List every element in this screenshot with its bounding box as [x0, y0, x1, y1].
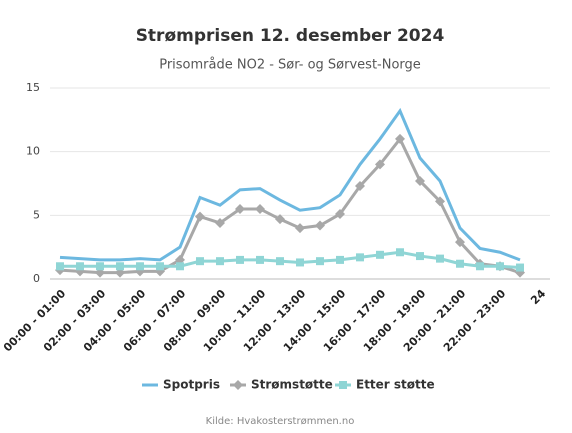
point: [435, 196, 445, 207]
point: [335, 209, 345, 220]
series-line: [59, 107, 521, 262]
point: [315, 220, 325, 231]
point: [215, 217, 225, 228]
point: [255, 203, 265, 214]
point: [415, 175, 425, 186]
legend-marker: [233, 380, 243, 390]
point: [316, 257, 324, 266]
point: [336, 255, 344, 264]
legend-label: Spotpris: [163, 378, 220, 392]
point: [396, 248, 404, 257]
x-tick-label: 24: [528, 287, 548, 307]
point: [236, 255, 244, 264]
point: [96, 262, 104, 271]
point: [416, 252, 424, 261]
chart-title: Strømprisen 12. desember 2024: [136, 26, 445, 46]
y-tick-label: 5: [33, 208, 40, 221]
y-tick-label: 0: [33, 272, 40, 285]
legend-label: Strømstøtte: [251, 378, 333, 392]
point: [455, 237, 465, 248]
point: [156, 262, 164, 271]
point: [296, 258, 304, 267]
y-tick-label: 15: [26, 81, 40, 94]
point: [375, 159, 385, 170]
point: [496, 262, 504, 271]
point: [195, 211, 205, 222]
point: [116, 262, 124, 271]
point: [436, 254, 444, 263]
point: [176, 262, 184, 271]
point: [196, 257, 204, 266]
point: [476, 262, 484, 271]
point: [456, 259, 464, 268]
point: [516, 263, 524, 272]
point: [276, 257, 284, 266]
point: [275, 214, 285, 225]
point: [355, 181, 365, 192]
y-tick-label: 10: [26, 145, 40, 158]
point: [76, 262, 84, 271]
chart-subtitle: Prisområde NO2 - Sør- og Sørvest-Norge: [159, 58, 421, 73]
legend-marker: [339, 381, 347, 389]
point: [216, 257, 224, 266]
point: [235, 203, 245, 214]
point: [136, 262, 144, 271]
point: [295, 223, 305, 234]
point: [395, 133, 405, 144]
point: [56, 262, 64, 271]
point: [376, 250, 384, 259]
legend-label: Etter støtte: [356, 378, 435, 392]
point: [356, 253, 364, 262]
point: [256, 255, 264, 264]
source: Kilde: Hvakosterstrømmen.no: [206, 416, 355, 427]
